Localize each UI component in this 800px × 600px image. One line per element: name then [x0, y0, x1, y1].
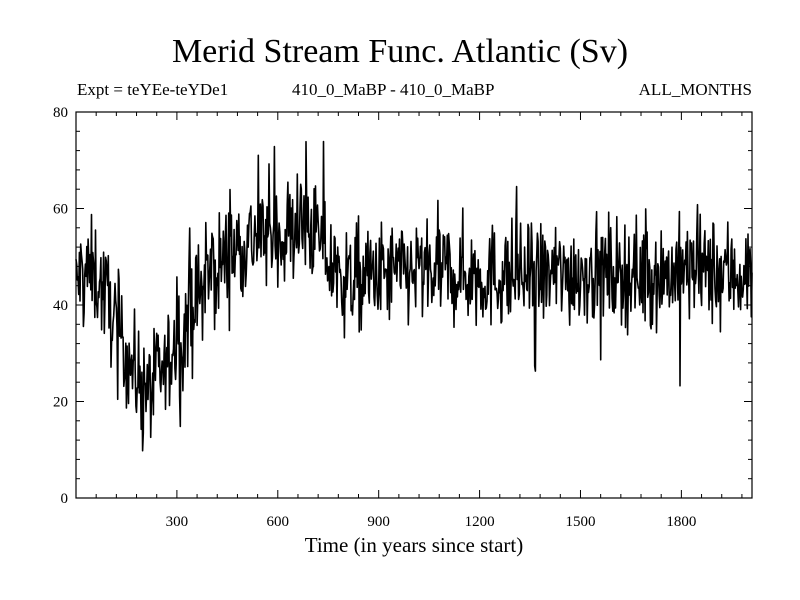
series-line: [75, 140, 753, 452]
y-tick-label: 40: [53, 298, 68, 314]
plot-frame: [75, 111, 753, 499]
series-layer: [75, 140, 753, 452]
x-tick-label: 1800: [666, 514, 696, 530]
y-tick-label: 60: [53, 202, 68, 218]
x-tick-label: 1500: [565, 514, 595, 530]
x-tick-label: 1200: [465, 514, 495, 530]
y-tick-label: 0: [61, 491, 69, 507]
experiment-label: Expt = teYEe-teYDe1: [77, 80, 229, 99]
x-axis-title: Time (in years since start): [305, 533, 524, 557]
ticks-layer: 0 20 40 60 80 300 600 900 1200 1500 1800: [53, 105, 752, 530]
x-tick-label: 300: [166, 514, 189, 530]
x-tick-label: 600: [267, 514, 290, 530]
period-label: 410_0_MaBP - 410_0_MaBP: [292, 80, 495, 99]
months-label: ALL_MONTHS: [638, 80, 752, 99]
chart-title: Merid Stream Func. Atlantic (Sv): [171, 33, 629, 70]
y-tick-label: 20: [53, 395, 68, 411]
y-tick-label: 80: [53, 105, 68, 121]
x-tick-label: 900: [367, 514, 390, 530]
